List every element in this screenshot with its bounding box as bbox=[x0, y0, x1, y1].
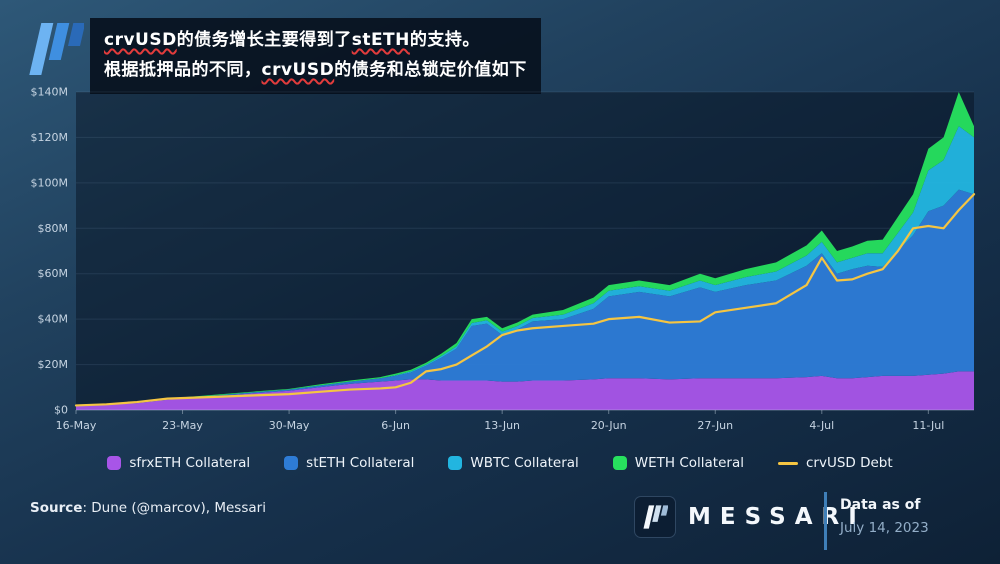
messari-logo-svg bbox=[29, 23, 86, 75]
legend-label: WBTC Collateral bbox=[470, 455, 579, 471]
legend-label: crvUSD Debt bbox=[805, 455, 893, 471]
svg-text:6-Jun: 6-Jun bbox=[381, 419, 410, 432]
svg-text:$0: $0 bbox=[54, 404, 68, 417]
legend-label: stETH Collateral bbox=[306, 455, 415, 471]
chart-legend: sfrxETH Collateral stETH Collateral WBTC C… bbox=[0, 450, 1000, 476]
legend-swatch-icon bbox=[107, 456, 122, 470]
legend-item[interactable]: sfrxETH Collateral bbox=[107, 455, 250, 471]
legend-label: sfrxETH Collateral bbox=[129, 455, 251, 471]
legend-item[interactable]: WBTC Collateral bbox=[448, 455, 579, 471]
title-text-segment: 根据抵押品的不同， bbox=[104, 59, 262, 80]
chart-title: crvUSD的债务增长主要得到了stETH的支持。 根据抵押品的不同，crvUS… bbox=[90, 18, 541, 94]
source-label: Source bbox=[30, 500, 83, 516]
title-line-2: 根据抵押品的不同，crvUSD的债务和总锁定价值如下 bbox=[104, 56, 527, 86]
source-credit: Source: Dune (@marcov), Messari bbox=[30, 500, 266, 516]
svg-text:30-May: 30-May bbox=[269, 419, 310, 432]
messari-logo-small-icon bbox=[634, 496, 676, 538]
title-text-segment: stETH bbox=[351, 30, 410, 50]
svg-text:$20M: $20M bbox=[38, 358, 69, 371]
footer-divider bbox=[824, 492, 827, 550]
messari-brand-text: MESSARI bbox=[688, 504, 866, 530]
legend-swatch-icon bbox=[448, 456, 463, 470]
data-as-of-label: Data as of bbox=[840, 497, 921, 513]
svg-text:23-May: 23-May bbox=[162, 419, 203, 432]
title-line-1: crvUSD的债务增长主要得到了stETH的支持。 bbox=[104, 26, 527, 56]
data-as-of-date: July 14, 2023 bbox=[840, 520, 929, 536]
messari-logo-small-svg bbox=[643, 505, 668, 529]
svg-text:$100M: $100M bbox=[31, 176, 69, 189]
legend-label: WETH Collateral bbox=[634, 455, 744, 471]
title-text-segment: 的债务和总锁定价值如下 bbox=[334, 59, 527, 80]
title-text-segment: 的债务增长主要得到了 bbox=[176, 30, 352, 50]
legend-item[interactable]: stETH Collateral bbox=[284, 455, 414, 471]
legend-line-marker-icon bbox=[777, 461, 798, 465]
data-as-of-block: Data as of July 14, 2023 bbox=[840, 497, 929, 536]
debt-collateral-chart: $0 $20M $40M $60M $80M $100M $120M $140M 16-May 2… bbox=[31, 86, 976, 432]
title-text-segment: 的支持。 bbox=[409, 30, 480, 50]
legend-item[interactable]: crvUSD Debt bbox=[777, 455, 893, 471]
legend-swatch-icon bbox=[284, 456, 299, 470]
svg-text:$120M: $120M bbox=[31, 131, 69, 144]
svg-text:13-Jun: 13-Jun bbox=[484, 419, 520, 432]
svg-text:11-Jul: 11-Jul bbox=[912, 419, 944, 432]
messari-logo-icon bbox=[26, 20, 86, 78]
title-text-segment: crvUSD bbox=[104, 30, 177, 50]
chart-area: $0 $20M $40M $60M $80M $100M $120M $140M 16-May 2… bbox=[8, 82, 992, 442]
legend-swatch-icon bbox=[612, 456, 627, 470]
source-text: : Dune (@marcov), Messari bbox=[82, 500, 266, 516]
messari-wordmark: MESSARI bbox=[634, 496, 866, 538]
svg-text:4-Jul: 4-Jul bbox=[809, 419, 834, 432]
svg-text:$40M: $40M bbox=[38, 313, 69, 326]
title-text-segment: crvUSD bbox=[261, 59, 335, 80]
legend-item[interactable]: WETH Collateral bbox=[612, 455, 744, 471]
svg-text:27-Jun: 27-Jun bbox=[697, 419, 733, 432]
svg-text:$60M: $60M bbox=[38, 267, 69, 280]
svg-text:20-Jun: 20-Jun bbox=[591, 419, 627, 432]
svg-text:$140M: $140M bbox=[31, 86, 69, 99]
svg-text:16-May: 16-May bbox=[56, 419, 97, 432]
svg-text:$80M: $80M bbox=[38, 222, 69, 235]
